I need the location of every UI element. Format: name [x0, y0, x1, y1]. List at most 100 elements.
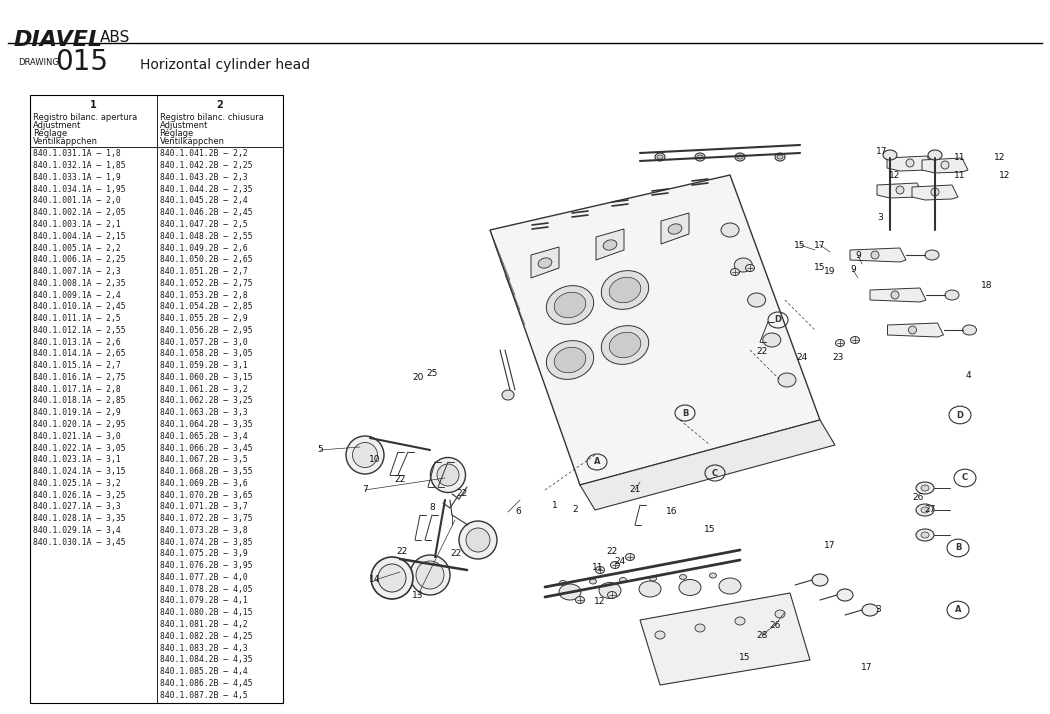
Text: 1: 1 — [552, 501, 558, 510]
Ellipse shape — [610, 561, 620, 568]
Text: A: A — [954, 605, 961, 615]
Text: 840.1.043.2B – 2,3: 840.1.043.2B – 2,3 — [160, 173, 247, 182]
Text: D: D — [775, 316, 781, 324]
Ellipse shape — [554, 292, 586, 318]
Text: Registro bilanc. apertura: Registro bilanc. apertura — [33, 113, 138, 122]
Text: 12: 12 — [594, 598, 606, 606]
Text: 840.1.054.2B – 2,85: 840.1.054.2B – 2,85 — [160, 302, 252, 311]
Text: 17: 17 — [877, 148, 887, 156]
Text: 17: 17 — [814, 241, 825, 249]
Text: 21: 21 — [629, 486, 640, 495]
Text: 16: 16 — [667, 508, 677, 516]
Ellipse shape — [896, 186, 904, 194]
Text: Réglage: Réglage — [160, 129, 194, 139]
Ellipse shape — [748, 293, 765, 307]
Text: 840.1.025.1A – 3,2: 840.1.025.1A – 3,2 — [33, 479, 121, 488]
Text: 840.1.087.2B – 4,5: 840.1.087.2B – 4,5 — [160, 690, 247, 700]
Text: Adjustment: Adjustment — [160, 121, 208, 130]
Ellipse shape — [437, 464, 459, 486]
Ellipse shape — [762, 333, 781, 347]
Ellipse shape — [921, 485, 929, 491]
Ellipse shape — [554, 347, 586, 373]
Text: 17: 17 — [861, 663, 873, 673]
Ellipse shape — [891, 291, 899, 299]
Ellipse shape — [925, 250, 939, 260]
Ellipse shape — [737, 155, 743, 159]
Text: 840.1.028.1A – 3,35: 840.1.028.1A – 3,35 — [33, 514, 126, 523]
Ellipse shape — [559, 584, 581, 600]
Polygon shape — [531, 247, 559, 278]
Text: C: C — [962, 473, 968, 483]
Text: 840.1.024.1A – 3,15: 840.1.024.1A – 3,15 — [33, 467, 126, 476]
Ellipse shape — [850, 336, 860, 343]
Text: 28: 28 — [756, 630, 768, 640]
Text: 840.1.057.2B – 3,0: 840.1.057.2B – 3,0 — [160, 338, 247, 346]
Text: 23: 23 — [833, 353, 844, 363]
Ellipse shape — [916, 482, 934, 494]
Text: 9: 9 — [855, 251, 861, 259]
Text: B: B — [954, 543, 961, 553]
Ellipse shape — [695, 153, 705, 161]
Text: 840.1.065.2B – 3,4: 840.1.065.2B – 3,4 — [160, 432, 247, 441]
Text: 12: 12 — [889, 171, 901, 179]
Text: DIAVEL: DIAVEL — [14, 30, 103, 50]
Text: 840.1.085.2B – 4,4: 840.1.085.2B – 4,4 — [160, 667, 247, 676]
Text: 840.1.018.1A – 2,85: 840.1.018.1A – 2,85 — [33, 396, 126, 406]
Ellipse shape — [410, 555, 450, 595]
Ellipse shape — [916, 529, 934, 541]
Polygon shape — [662, 213, 689, 244]
Ellipse shape — [710, 573, 716, 578]
Ellipse shape — [679, 575, 687, 580]
Text: 13: 13 — [413, 590, 424, 600]
Ellipse shape — [746, 264, 755, 271]
Text: 840.1.074.2B – 3,85: 840.1.074.2B – 3,85 — [160, 538, 252, 547]
Text: 840.1.082.2B – 4,25: 840.1.082.2B – 4,25 — [160, 632, 252, 640]
Ellipse shape — [598, 583, 621, 598]
Ellipse shape — [560, 580, 567, 585]
Text: ABS: ABS — [100, 30, 130, 45]
Text: 840.1.050.2B – 2,65: 840.1.050.2B – 2,65 — [160, 256, 252, 264]
Text: 840.1.016.1A – 2,75: 840.1.016.1A – 2,75 — [33, 373, 126, 382]
Ellipse shape — [735, 617, 746, 625]
Text: 840.1.063.2B – 3,3: 840.1.063.2B – 3,3 — [160, 408, 247, 417]
Text: Adjustment: Adjustment — [33, 121, 82, 130]
Polygon shape — [640, 593, 810, 685]
Text: 840.1.014.1A – 2,65: 840.1.014.1A – 2,65 — [33, 349, 126, 358]
Ellipse shape — [777, 155, 783, 159]
Ellipse shape — [906, 159, 914, 167]
Polygon shape — [596, 229, 624, 260]
Polygon shape — [850, 248, 906, 262]
Text: 840.1.058.2B – 3,05: 840.1.058.2B – 3,05 — [160, 349, 252, 358]
Bar — [30, 95, 284, 703]
Text: 840.1.076.2B – 3,95: 840.1.076.2B – 3,95 — [160, 561, 252, 570]
Ellipse shape — [928, 150, 942, 160]
Polygon shape — [922, 158, 968, 173]
Text: 840.1.019.1A – 2,9: 840.1.019.1A – 2,9 — [33, 408, 121, 417]
Text: 840.1.048.2B – 2,55: 840.1.048.2B – 2,55 — [160, 232, 252, 241]
Text: 22: 22 — [457, 488, 467, 498]
Ellipse shape — [775, 153, 785, 161]
Text: 840.1.041.2B – 2,2: 840.1.041.2B – 2,2 — [160, 149, 247, 159]
Text: 840.1.066.2B – 3,45: 840.1.066.2B – 3,45 — [160, 443, 252, 453]
Text: Ventilkäppchen: Ventilkäppchen — [33, 137, 98, 146]
Text: 7: 7 — [362, 486, 368, 495]
Text: 840.1.060.2B – 3,15: 840.1.060.2B – 3,15 — [160, 373, 252, 382]
Polygon shape — [490, 175, 820, 485]
Text: 840.1.073.2B – 3,8: 840.1.073.2B – 3,8 — [160, 526, 247, 535]
Text: 840.1.017.1A – 2,8: 840.1.017.1A – 2,8 — [33, 385, 121, 393]
Ellipse shape — [883, 150, 897, 160]
Text: Ventilkäppchen: Ventilkäppchen — [160, 137, 225, 146]
Ellipse shape — [609, 332, 640, 358]
Text: 840.1.052.2B – 2,75: 840.1.052.2B – 2,75 — [160, 278, 252, 288]
Ellipse shape — [459, 521, 497, 559]
Text: 840.1.068.2B – 3,55: 840.1.068.2B – 3,55 — [160, 467, 252, 476]
Text: 840.1.026.1A – 3,25: 840.1.026.1A – 3,25 — [33, 491, 126, 500]
Text: 840.1.023.1A – 3,1: 840.1.023.1A – 3,1 — [33, 456, 121, 464]
Ellipse shape — [346, 436, 384, 474]
Text: 22: 22 — [450, 548, 462, 558]
Text: 840.1.049.2B – 2,6: 840.1.049.2B – 2,6 — [160, 243, 247, 253]
Ellipse shape — [608, 591, 616, 598]
Text: 840.1.056.2B – 2,95: 840.1.056.2B – 2,95 — [160, 326, 252, 335]
Ellipse shape — [735, 153, 746, 161]
Text: 27: 27 — [924, 506, 936, 515]
